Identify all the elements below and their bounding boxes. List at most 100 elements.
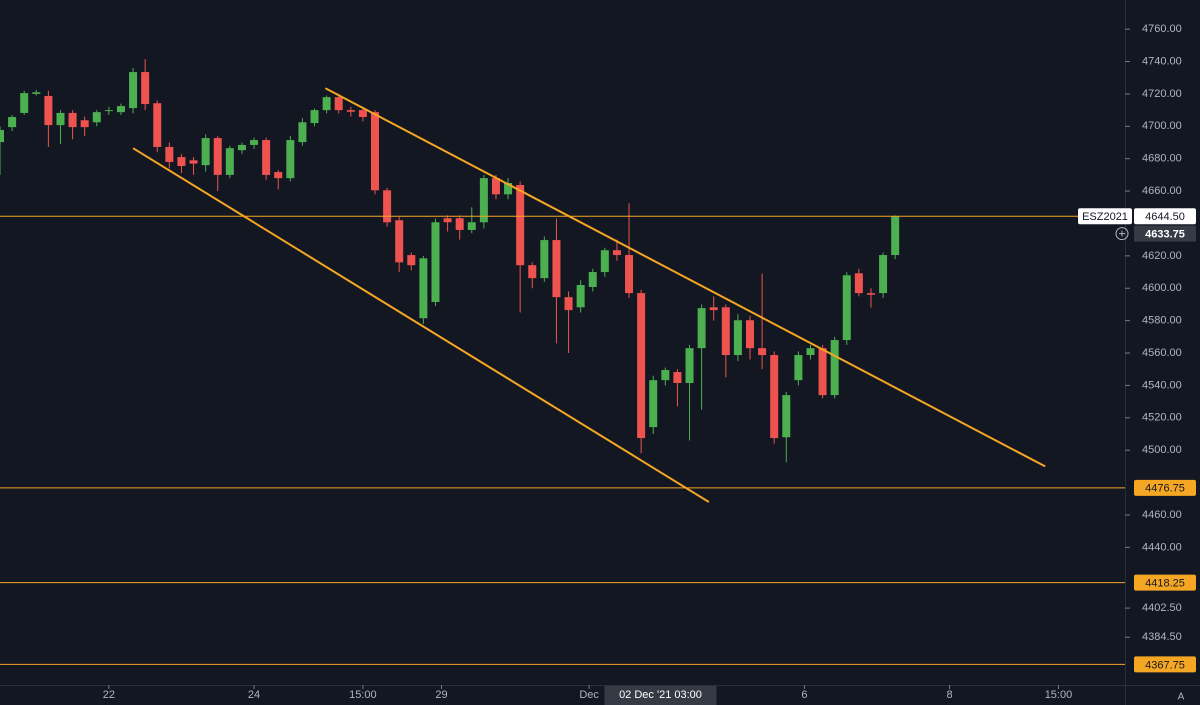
crosshair-time-label: 02 Dec '21 03:00 [619,689,702,701]
price-level-tag [1134,479,1196,496]
candle-body [794,355,803,381]
y-tick-label: 4720.00 [1142,88,1182,100]
candle-body [528,265,537,279]
x-tick-label: 15:00 [1045,689,1073,701]
candle-body [213,138,222,175]
x-tick-label: 8 [947,689,953,701]
candle-body [625,255,634,294]
symbol-tag [1078,208,1132,225]
candle-body [782,395,791,438]
candle-body [612,250,621,256]
candle-body [44,95,53,126]
crosshair-time-tag [604,686,717,705]
candle-body [806,348,815,356]
candle-body [80,120,89,128]
candle-body [455,218,464,230]
candle-body [491,178,500,195]
candle-body [540,240,549,279]
x-tick-label: 6 [801,689,807,701]
candle-body [250,140,259,145]
candle-body [0,129,4,143]
candle-body [20,93,29,113]
x-tick-label: 29 [435,689,447,701]
candle-body [866,293,875,295]
candle-body [346,110,355,112]
y-tick-label: 4440.00 [1142,541,1182,553]
candle-body [237,144,246,151]
candle-body [733,320,742,356]
candle-body [854,273,863,294]
y-tick-label: 4402.50 [1142,602,1182,614]
candle-body [552,240,561,298]
crosshair-price-label: 4633.75 [1145,229,1185,241]
y-tick-label: 4520.00 [1142,412,1182,424]
y-tick-label: 4620.00 [1142,250,1182,262]
candle-body [479,178,488,223]
candle-body [685,348,694,383]
symbol-label: ESZ2021 [1082,211,1128,223]
candle-body [431,222,440,303]
candle-body [564,297,573,311]
y-tick-label: 4680.00 [1142,153,1182,165]
y-tick-label: 4384.50 [1142,631,1182,643]
price-level-tag [1134,656,1196,673]
candle-body [746,320,754,349]
candle-body [588,272,597,288]
candle-body [758,348,767,356]
add-alert-button[interactable] [1115,227,1129,241]
candle-body [68,112,77,128]
candle-body [879,255,888,294]
candle-body [334,97,343,111]
candle-body [286,140,295,179]
candle-body [32,92,41,94]
candle-body [443,218,452,223]
candle-body [721,307,730,356]
x-tick-label: Dec [579,689,599,701]
y-tick-label: 4560.00 [1142,347,1182,359]
y-tick-label: 4540.00 [1142,379,1182,391]
candle-body [407,255,416,266]
x-tick-label: 24 [248,689,260,701]
crosshair-price-tag [1134,225,1196,242]
auto-scale-button[interactable]: A [1178,692,1185,703]
candle-body [104,110,113,112]
candle-body [92,112,101,123]
candle-body [141,72,150,105]
candle-body [661,370,670,381]
candle-body [201,138,210,166]
candle-body [322,97,331,111]
candle-body [842,275,851,341]
price-level-label: 4476.75 [1145,483,1185,495]
y-tick-label: 4740.00 [1142,55,1182,67]
price-level-tag [1134,208,1196,225]
candle-body [395,220,404,263]
candle-body [467,222,476,230]
trendline [132,147,710,503]
candle-body [371,112,379,191]
candle-body [576,285,585,308]
candle-body [116,106,125,113]
candle-body [419,258,428,319]
candle-body [153,103,162,147]
price-level-tag [1134,574,1196,591]
candle-body [274,172,283,179]
candle-body [673,372,682,383]
candle-body [262,140,271,175]
candle-body [165,146,174,162]
candle-body [177,157,186,166]
x-tick-label: 15:00 [349,689,377,701]
price-level-label: 4418.25 [1145,577,1185,589]
candle-body [637,293,646,439]
add-alert-icon[interactable] [1119,230,1125,237]
y-tick-label: 4760.00 [1142,23,1182,35]
trendline [324,87,1046,468]
y-tick-label: 4580.00 [1142,315,1182,327]
axes: 4760.00 4740.00 4720.00 4700.00 4680.00 4660.… [103,23,1196,705]
plot-area [0,59,1125,665]
y-tick-label: 4600.00 [1142,282,1182,294]
y-tick-label: 4700.00 [1142,120,1182,132]
price-level-label: 4367.75 [1145,659,1185,671]
candle-body [129,72,138,109]
